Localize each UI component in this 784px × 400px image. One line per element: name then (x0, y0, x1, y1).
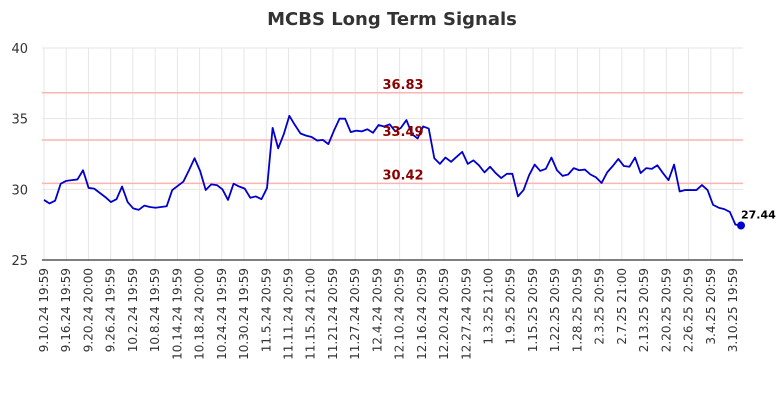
x-tick-label: 11.15.24 21:00 (304, 268, 318, 360)
x-tick-label: 1.22.25 20:59 (548, 268, 562, 352)
x-tick-label: 12.4.24 20:59 (370, 268, 384, 352)
x-tick-label: 3.10.25 19:59 (726, 268, 740, 352)
x-tick-label: 1.28.25 20:59 (570, 268, 584, 352)
x-tick-label: 10.24.24 19:59 (215, 268, 229, 360)
series (43, 114, 745, 230)
x-tick-label: 2.26.25 20:59 (682, 268, 696, 352)
x-tick-label: 9.26.24 19:59 (104, 268, 118, 352)
x-tick-label: 10.8.24 19:59 (148, 268, 162, 352)
x-tick-label: 2.3.25 20:59 (593, 268, 607, 345)
x-tick-label: 12.16.24 20:59 (415, 268, 429, 360)
x-tick-label: 10.30.24 19:59 (237, 268, 251, 360)
x-tick-label: 9.10.24 19:59 (37, 268, 51, 352)
x-tick-label: 2.13.25 20:59 (637, 268, 651, 352)
x-tick-label: 2.7.25 21:00 (615, 268, 629, 345)
y-tick-label: 35 (11, 113, 28, 128)
x-tick-label: 11.27.24 20:59 (348, 268, 362, 360)
labels: 36.83 33.49 30.42 27.44 (382, 78, 776, 222)
y-tick-label: 40 (11, 42, 28, 57)
x-tick-label: 2.20.25 20:59 (659, 268, 673, 352)
x-tick-label: 9.20.24 20:00 (81, 268, 95, 352)
x-tick-label: 1.15.25 20:59 (526, 268, 540, 352)
y-tick-label: 25 (11, 254, 28, 269)
signal-level-label: 30.42 (382, 168, 423, 183)
x-tick-label: 12.27.24 20:59 (459, 268, 473, 360)
chart-title: MCBS Long Term Signals (267, 9, 517, 30)
last-value-label: 27.44 (741, 209, 776, 222)
y-tick-label: 30 (11, 183, 28, 198)
series-line (43, 114, 742, 227)
signal-level-label: 33.49 (382, 125, 423, 140)
x-tick-label: 1.3.25 21:00 (482, 268, 496, 345)
axes: 25 30 35 40 9.10.24 19:59 9.16.24 19:59 9.20.2… (11, 42, 743, 360)
x-tick-label: 10.14.24 19:59 (170, 268, 184, 360)
signal-level-label: 36.83 (382, 78, 423, 93)
x-tick-label: 10.18.24 20:00 (193, 268, 207, 360)
x-tick-label: 12.10.24 20:59 (393, 268, 407, 360)
signal-levels (42, 92, 743, 185)
x-tick-label: 9.16.24 19:59 (59, 268, 73, 352)
x-tick-label: 12.20.24 20:59 (437, 268, 451, 360)
x-tick-label: 11.11.24 20:59 (281, 268, 295, 360)
x-tick-label: 11.21.24 20:59 (326, 268, 340, 360)
x-tick-label: 1.9.25 20:59 (504, 268, 518, 345)
x-tick-label: 10.2.24 19:59 (126, 268, 140, 352)
grid (42, 47, 743, 261)
last-point-marker (737, 221, 745, 230)
x-tick-label: 3.4.25 20:59 (704, 268, 718, 345)
x-tick-label: 11.5.24 20:59 (259, 268, 273, 352)
